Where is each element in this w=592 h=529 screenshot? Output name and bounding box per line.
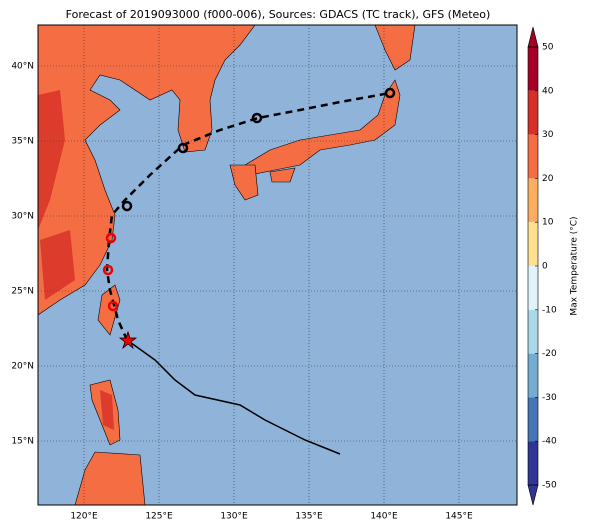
colorbar-band xyxy=(528,90,538,135)
lon-tick-label: 140°E xyxy=(370,512,398,522)
lat-tick-label: 15°N xyxy=(11,437,34,447)
lon-tick-label: 125°E xyxy=(145,512,173,522)
colorbar-band xyxy=(528,178,538,223)
colorbar-top xyxy=(527,26,539,48)
colorbar-bottom xyxy=(527,484,539,506)
colorbar-band xyxy=(528,222,538,266)
colorbar-tick-label: -40 xyxy=(542,437,557,447)
lat-tick-label: 35°N xyxy=(11,137,34,147)
lat-tick-label: 20°N xyxy=(11,362,34,372)
philippines-south xyxy=(74,451,146,505)
lat-tick-label: 25°N xyxy=(11,287,34,297)
colorbar-tick-label: 0 xyxy=(542,262,548,272)
colorbar-tick-label: 10 xyxy=(542,218,554,228)
colorbar-band xyxy=(528,47,538,91)
hot-patches xyxy=(38,90,114,430)
lon-tick-label: 120°E xyxy=(70,512,98,522)
colorbar-band xyxy=(528,441,538,485)
past-track xyxy=(126,339,341,455)
japan-honshu xyxy=(244,79,401,176)
lat-tick-label: 30°N xyxy=(11,212,34,222)
colorbar-label: Max Temperature (°C) xyxy=(570,216,580,315)
colorbar-tick-label: 20 xyxy=(542,174,554,184)
lat-tick-label: 40°N xyxy=(11,62,34,72)
mainland xyxy=(38,25,256,316)
colorbar-tick-label: -30 xyxy=(542,393,557,403)
graticule xyxy=(38,25,517,505)
lon-tick-label: 130°E xyxy=(220,512,248,522)
map-title: Forecast of 2019093000 (f000-006), Sourc… xyxy=(66,8,491,21)
lon-tick-label: 145°E xyxy=(445,512,473,522)
colorbar-band xyxy=(528,309,538,354)
storm-symbols xyxy=(102,87,396,312)
lon-tick-label: 135°E xyxy=(295,512,323,522)
colorbar-band xyxy=(528,134,538,179)
colorbar-tick-label: 30 xyxy=(542,130,554,140)
colorbar-band xyxy=(528,353,538,398)
japan-shikoku xyxy=(269,167,296,183)
colorbar: 50 40 30 20 10 0 -10 -20 -30 -40 -50 Max Temperatur… xyxy=(527,26,580,506)
colorbar-tick-label: 40 xyxy=(542,86,554,96)
colorbar-band xyxy=(528,266,538,310)
taiwan xyxy=(97,284,121,336)
colorbar-band xyxy=(528,397,538,442)
colorbar-tick-label: -20 xyxy=(542,349,557,359)
colorbar-tick-label: -50 xyxy=(542,481,557,491)
colorbar-tick-label: 50 xyxy=(542,43,554,53)
colorbar-tick-label: -10 xyxy=(542,305,557,315)
japan-hokkaido xyxy=(374,25,416,71)
current-position xyxy=(118,330,138,350)
land xyxy=(38,25,416,505)
map-frame xyxy=(37,24,518,506)
